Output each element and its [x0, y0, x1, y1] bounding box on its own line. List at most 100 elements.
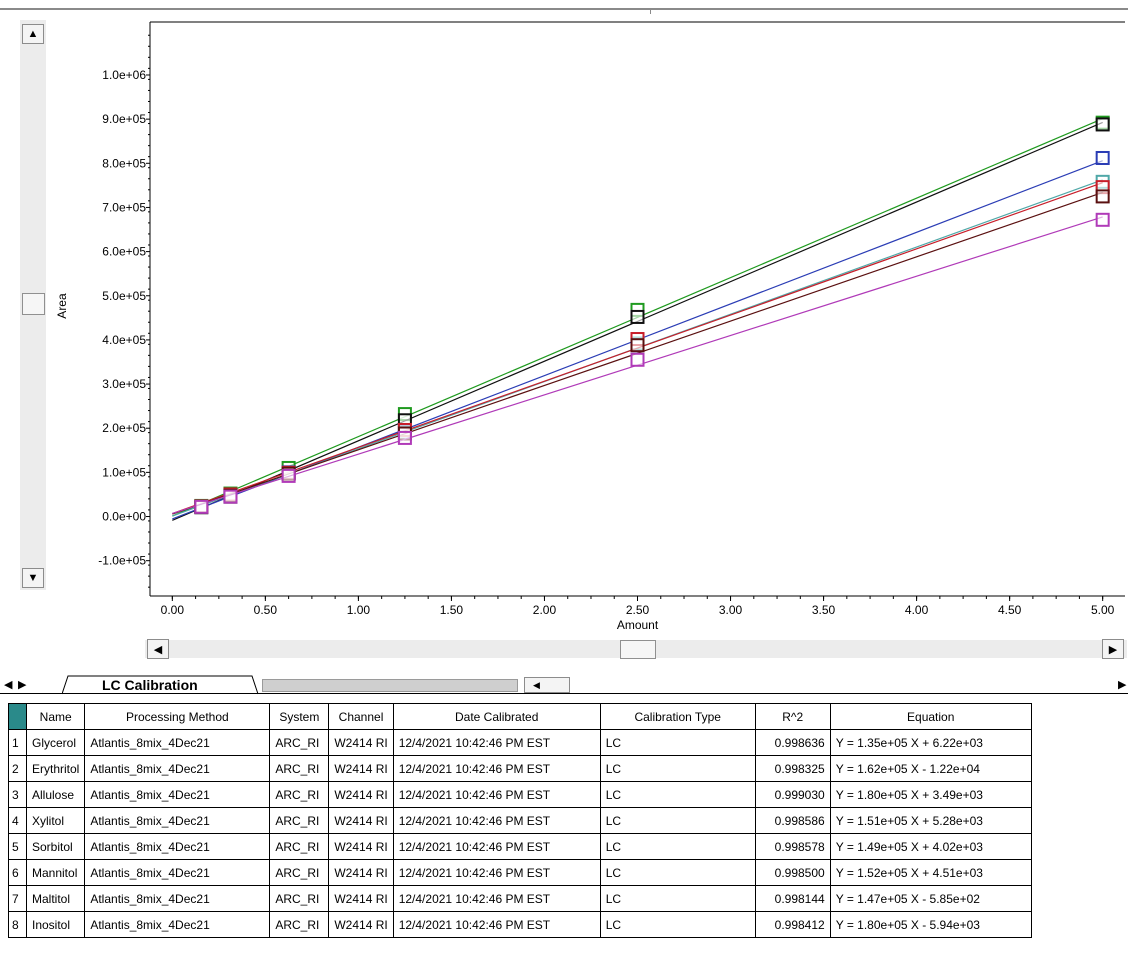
cell-compound-name[interactable]: Sorbitol [25, 833, 86, 860]
cell-channel[interactable]: W2414 RI [328, 833, 394, 860]
cell-processing-method[interactable]: Atlantis_8mix_4Dec21 [84, 807, 271, 834]
cell-row-number[interactable]: 5 [8, 833, 27, 860]
cell-row-number[interactable]: 6 [8, 859, 27, 886]
cell-channel[interactable]: W2414 RI [328, 807, 394, 834]
cell-compound-name[interactable]: Erythritol [25, 755, 86, 782]
cell-date-calibrated[interactable]: 12/4/2021 10:42:46 PM EST [392, 807, 601, 834]
cell-r-squared[interactable]: 0.998586 [754, 807, 831, 834]
cell-channel[interactable]: W2414 RI [328, 859, 394, 886]
cell-processing-method[interactable]: Atlantis_8mix_4Dec21 [84, 755, 271, 782]
cell-date-calibrated[interactable]: 12/4/2021 10:42:46 PM EST [392, 833, 601, 860]
cell-r-squared[interactable]: 0.998500 [754, 859, 831, 886]
table-row[interactable]: 3 Allulose Atlantis_8mix_4Dec21 ARC_RI W2414… [8, 781, 1032, 808]
scroll-left-button[interactable]: ◀ [147, 639, 169, 659]
table-row[interactable]: 2 Erythritol Atlantis_8mix_4Dec21 ARC_RI W24… [8, 755, 1032, 782]
cell-calibration-type[interactable]: LC [599, 911, 756, 938]
table-row[interactable]: 5 Sorbitol Atlantis_8mix_4Dec21 ARC_RI W2414… [8, 833, 1032, 860]
column-header-name[interactable]: Name [25, 703, 86, 730]
cell-calibration-type[interactable]: LC [599, 885, 756, 912]
cell-equation[interactable]: Y = 1.80e+05 X - 5.94e+03 [829, 911, 1032, 938]
cell-system[interactable]: ARC_RI [269, 833, 330, 860]
cell-system[interactable]: ARC_RI [269, 755, 330, 782]
cell-equation[interactable]: Y = 1.49e+05 X + 4.02e+03 [829, 833, 1032, 860]
cell-equation[interactable]: Y = 1.47e+05 X - 5.85e+02 [829, 885, 1032, 912]
cell-row-number[interactable]: 7 [8, 885, 27, 912]
cell-r-squared[interactable]: 0.998412 [754, 911, 831, 938]
column-header-r2[interactable]: R^2 [754, 703, 831, 730]
cell-r-squared[interactable]: 0.999030 [754, 781, 831, 808]
cell-row-number[interactable]: 2 [8, 755, 27, 782]
cell-compound-name[interactable]: Xylitol [25, 807, 86, 834]
cell-system[interactable]: ARC_RI [269, 885, 330, 912]
tab-scroll-left-button[interactable]: ◀ [524, 677, 570, 693]
table-row[interactable]: 4 Xylitol Atlantis_8mix_4Dec21 ARC_RI W2414 … [8, 807, 1032, 834]
cell-row-number[interactable]: 3 [8, 781, 27, 808]
cell-channel[interactable]: W2414 RI [328, 781, 394, 808]
cell-calibration-type[interactable]: LC [599, 833, 756, 860]
cell-processing-method[interactable]: Atlantis_8mix_4Dec21 [84, 911, 271, 938]
cell-processing-method[interactable]: Atlantis_8mix_4Dec21 [84, 781, 271, 808]
cell-system[interactable]: ARC_RI [269, 807, 330, 834]
cell-compound-name[interactable]: Maltitol [25, 885, 86, 912]
cell-system[interactable]: ARC_RI [269, 859, 330, 886]
cell-equation[interactable]: Y = 1.35e+05 X + 6.22e+03 [829, 729, 1032, 756]
column-header-processing-method[interactable]: Processing Method [84, 703, 271, 730]
column-header-system[interactable]: System [269, 703, 330, 730]
cell-compound-name[interactable]: Inositol [25, 911, 86, 938]
cell-equation[interactable]: Y = 1.80e+05 X + 3.49e+03 [829, 781, 1032, 808]
cell-equation[interactable]: Y = 1.62e+05 X - 1.22e+04 [829, 755, 1032, 782]
cell-calibration-type[interactable]: LC [599, 781, 756, 808]
cell-calibration-type[interactable]: LC [599, 755, 756, 782]
cell-processing-method[interactable]: Atlantis_8mix_4Dec21 [84, 833, 271, 860]
table-row[interactable]: 8 Inositol Atlantis_8mix_4Dec21 ARC_RI W2414… [8, 911, 1032, 938]
scroll-up-button[interactable]: ▲ [22, 24, 44, 44]
horizontal-scrollbar-thumb[interactable] [620, 640, 656, 659]
cell-processing-method[interactable]: Atlantis_8mix_4Dec21 [84, 729, 271, 756]
cell-r-squared[interactable]: 0.998636 [754, 729, 831, 756]
cell-date-calibrated[interactable]: 12/4/2021 10:42:46 PM EST [392, 911, 601, 938]
cell-channel[interactable]: W2414 RI [328, 885, 394, 912]
cell-date-calibrated[interactable]: 12/4/2021 10:42:46 PM EST [392, 885, 601, 912]
cell-channel[interactable]: W2414 RI [328, 755, 394, 782]
cell-date-calibrated[interactable]: 12/4/2021 10:42:46 PM EST [392, 781, 601, 808]
cell-date-calibrated[interactable]: 12/4/2021 10:42:46 PM EST [392, 729, 601, 756]
scroll-right-button[interactable]: ▶ [1102, 639, 1124, 659]
cell-compound-name[interactable]: Mannitol [25, 859, 86, 886]
cell-channel[interactable]: W2414 RI [328, 729, 394, 756]
scroll-down-button[interactable]: ▼ [22, 568, 44, 588]
cell-system[interactable]: ARC_RI [269, 781, 330, 808]
cell-calibration-type[interactable]: LC [599, 859, 756, 886]
column-header-date-calibrated[interactable]: Date Calibrated [392, 703, 601, 730]
cell-compound-name[interactable]: Allulose [25, 781, 86, 808]
table-row[interactable]: 1 Glycerol Atlantis_8mix_4Dec21 ARC_RI W2414… [8, 729, 1032, 756]
table-row[interactable]: 7 Maltitol Atlantis_8mix_4Dec21 ARC_RI W2414… [8, 885, 1032, 912]
column-header-calibration-type[interactable]: Calibration Type [599, 703, 756, 730]
cell-r-squared[interactable]: 0.998325 [754, 755, 831, 782]
cell-row-number[interactable]: 4 [8, 807, 27, 834]
cell-compound-name[interactable]: Glycerol [25, 729, 86, 756]
column-header-equation[interactable]: Equation [829, 703, 1032, 730]
cell-equation[interactable]: Y = 1.51e+05 X + 5.28e+03 [829, 807, 1032, 834]
cell-r-squared[interactable]: 0.998578 [754, 833, 831, 860]
cell-date-calibrated[interactable]: 12/4/2021 10:42:46 PM EST [392, 755, 601, 782]
table-corner-icon[interactable] [8, 703, 27, 730]
cell-processing-method[interactable]: Atlantis_8mix_4Dec21 [84, 859, 271, 886]
cell-r-squared[interactable]: 0.998144 [754, 885, 831, 912]
column-header-channel[interactable]: Channel [328, 703, 394, 730]
vertical-scrollbar-thumb[interactable] [22, 293, 45, 315]
table-row[interactable]: 6 Mannitol Atlantis_8mix_4Dec21 ARC_RI W2414… [8, 859, 1032, 886]
tab-next-icon[interactable]: ▶ [18, 679, 27, 691]
tab-lc-calibration[interactable]: LC Calibration [62, 675, 262, 695]
tab-scroll-right-icon[interactable]: ▶ [1118, 679, 1127, 691]
cell-channel[interactable]: W2414 RI [328, 911, 394, 938]
cell-system[interactable]: ARC_RI [269, 729, 330, 756]
cell-row-number[interactable]: 8 [8, 911, 27, 938]
cell-processing-method[interactable]: Atlantis_8mix_4Dec21 [84, 885, 271, 912]
tab-prev-icon[interactable]: ◀ [4, 679, 13, 691]
cell-equation[interactable]: Y = 1.52e+05 X + 4.51e+03 [829, 859, 1032, 886]
cell-calibration-type[interactable]: LC [599, 729, 756, 756]
cell-calibration-type[interactable]: LC [599, 807, 756, 834]
cell-system[interactable]: ARC_RI [269, 911, 330, 938]
cell-row-number[interactable]: 1 [8, 729, 27, 756]
cell-date-calibrated[interactable]: 12/4/2021 10:42:46 PM EST [392, 859, 601, 886]
